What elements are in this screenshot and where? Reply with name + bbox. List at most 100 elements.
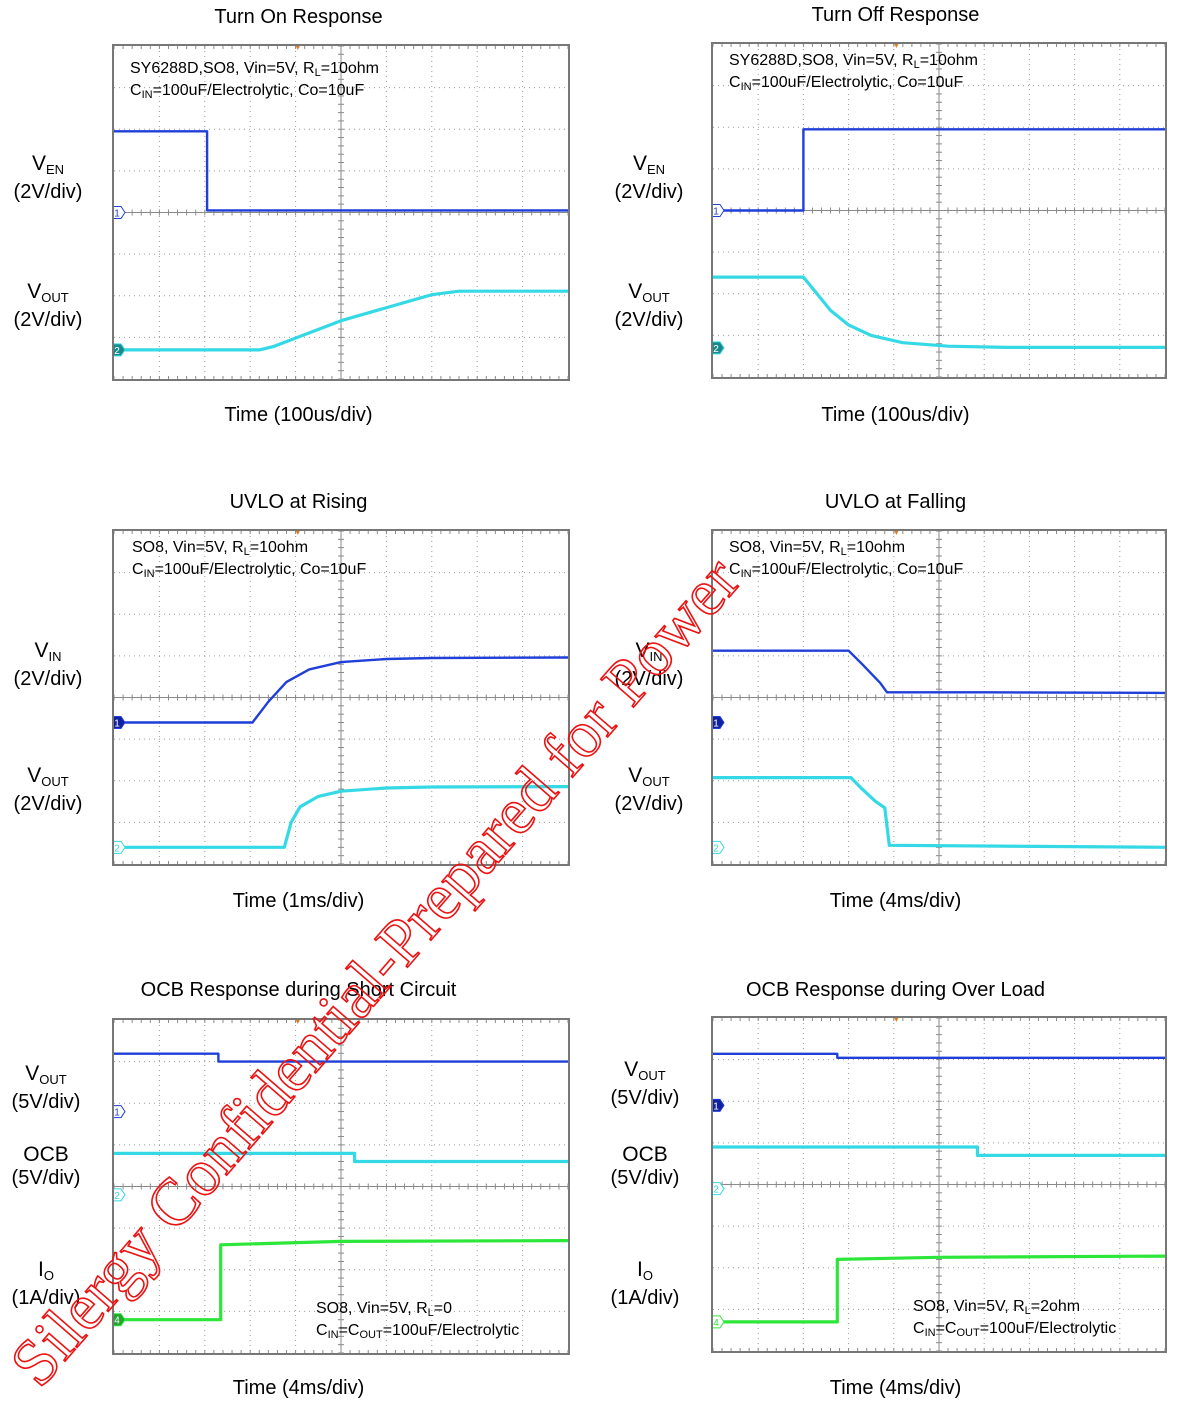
channel-marker-1: 1 (713, 204, 725, 218)
channel-marker-2: 2 (114, 343, 126, 357)
channel-marker-1: 1 (114, 206, 126, 220)
note-line-2: CIN=100uF/Electrolytic, Co=10uF (132, 561, 367, 580)
note-line-1: SO8, Vin=5V, RL=10ohm (132, 539, 309, 558)
note-line-2: CIN=100uF/Electrolytic, Co=10uF (130, 82, 365, 101)
note-line-1: SY6288D,SO8, Vin=5V, RL=10ohm (130, 60, 379, 79)
scope-screen: 1 2 4 SO8, Vin=5V, RL=2ohm CIN=COUT=100uF/… (711, 1016, 1167, 1353)
channel-scale: (2V/div) (13, 668, 83, 690)
chart-title: OCB Response during Short Circuit (140, 979, 457, 1001)
trace-1 (114, 656, 569, 724)
x-axis-label: Time (100us/div) (224, 404, 373, 426)
graticule (114, 531, 569, 865)
chart-turn-on: Turn On Response VEN (2V/div) VOUT (2V/div… (0, 0, 597, 467)
chart-uvlo-rising: VIN (2V/div) VOUT (2V/div) UVLO at Rising … (0, 467, 597, 934)
plot-area: 12 (114, 46, 569, 380)
trace-2 (713, 1145, 1165, 1157)
channel-marker-number: 2 (114, 1191, 120, 1202)
trace-1 (114, 1052, 568, 1063)
trace-2 (713, 275, 1165, 349)
channel-marker-number: 1 (713, 718, 719, 729)
chart-title: Turn Off Response (811, 4, 980, 26)
channel-scale: (1A/div) (610, 1287, 680, 1309)
note-line-2: CIN=100uF/Electrolytic, Co=10uF (729, 74, 964, 93)
note-line-1: SO8, Vin=5V, RL=0 (316, 1300, 453, 1319)
channel-marker-number: 1 (114, 209, 120, 220)
x-axis-label: Time (100us/div) (821, 404, 970, 426)
trigger-marker (894, 44, 899, 48)
channel-marker-number: 2 (713, 843, 719, 854)
channel-label: IO (637, 1258, 653, 1283)
trace-1 (713, 649, 1166, 695)
channel-marker-4: 4 (114, 1313, 126, 1327)
y-label-ch3: IO (1A/div) (0, 1258, 92, 1310)
y-label-ch2: OCB (5V/div) (0, 1143, 92, 1190)
channel-scale: (5V/div) (610, 1167, 680, 1189)
x-axis-label: Time (1ms/div) (232, 890, 365, 912)
channel-label: VEN (632, 152, 666, 177)
channel-marker-number: 2 (114, 843, 120, 854)
x-axis-label: Time (4ms/div) (829, 890, 962, 912)
scope-screen: 1 2 4 SO8, Vin=5V, RL=0 CIN=COUT=100uF/Ele… (112, 1018, 570, 1355)
trace-1 (114, 130, 568, 212)
channel-marker-number: 2 (713, 344, 719, 355)
channel-label: VEN (31, 152, 65, 177)
graticule (114, 46, 569, 380)
channel-marker-4: 4 (713, 1315, 725, 1329)
trace-1 (713, 1052, 1165, 1059)
trace-4 (114, 1239, 569, 1322)
y-label-ch2: VOUT (2V/div) (601, 764, 697, 816)
channel-label: OCB (23, 1143, 69, 1166)
channel-marker-1: 1 (114, 1105, 126, 1119)
y-label-ch2: VOUT (2V/div) (0, 280, 96, 332)
channel-label: VOUT (628, 764, 670, 789)
channel-label: VIN (635, 639, 663, 664)
channel-marker-1: 1 (713, 715, 725, 729)
channel-marker-2: 2 (713, 341, 725, 355)
chart-title: Turn On Response (214, 6, 383, 28)
channel-marker-2: 2 (713, 840, 725, 854)
channel-marker-number: 1 (713, 207, 719, 218)
channel-label: VIN (34, 639, 62, 664)
note-line-2: CIN=COUT=100uF/Electrolytic (316, 1322, 520, 1341)
channel-scale: (5V/div) (610, 1087, 680, 1109)
trigger-marker (295, 1020, 300, 1024)
chart-title: UVLO at Rising (229, 491, 368, 513)
channel-marker-number: 2 (114, 346, 120, 357)
chart-ocb-over-load: OCB Response during Over Load VOUT (5V/di… (597, 934, 1194, 1401)
plot-area: 12 (713, 531, 1166, 865)
graticule (713, 1018, 1166, 1352)
channel-scale: (1A/div) (11, 1287, 81, 1309)
graticule (114, 1020, 569, 1354)
y-label-ch1: VOUT (5V/div) (597, 1058, 693, 1110)
note-line-1: SO8, Vin=5V, RL=10ohm (729, 539, 906, 558)
channel-scale: (2V/div) (13, 309, 83, 331)
channel-scale: (2V/div) (614, 793, 684, 815)
channel-label: OCB (622, 1143, 668, 1166)
channel-label: IO (38, 1258, 54, 1283)
graticule (713, 44, 1166, 378)
chart-ocb-short-circuit: OCB Response during Short Circuit VOUT (5… (0, 934, 597, 1401)
plot-area: 12 (114, 531, 569, 865)
chart-title: UVLO at Falling (824, 491, 967, 513)
channel-label: VOUT (27, 280, 69, 305)
channel-scale: (2V/div) (614, 668, 684, 690)
channel-scale: (2V/div) (13, 181, 83, 203)
chart-turn-off: Turn Off Response VEN (2V/div) VOUT (2V/di… (597, 0, 1194, 467)
channel-marker-number: 2 (713, 1185, 719, 1196)
channel-marker-number: 4 (713, 1318, 719, 1329)
note-line-2: CIN=COUT=100uF/Electrolytic (913, 1320, 1117, 1339)
channel-marker-number: 1 (114, 1108, 120, 1119)
channel-marker-2: 2 (114, 1188, 126, 1202)
channel-marker-number: 4 (114, 1316, 120, 1327)
channel-scale: (5V/div) (11, 1167, 81, 1189)
channel-scale: (5V/div) (11, 1091, 81, 1113)
channel-scale: (2V/div) (614, 309, 684, 331)
y-label-ch1: VIN (2V/div) (0, 639, 96, 691)
y-label-ch1: VEN (2V/div) (601, 152, 697, 204)
channel-marker-number: 1 (713, 1101, 719, 1112)
chart-uvlo-falling: VIN (2V/div) VOUT (2V/div) UVLO at Falling… (597, 467, 1194, 934)
y-label-ch1: VOUT (5V/div) (0, 1062, 92, 1114)
